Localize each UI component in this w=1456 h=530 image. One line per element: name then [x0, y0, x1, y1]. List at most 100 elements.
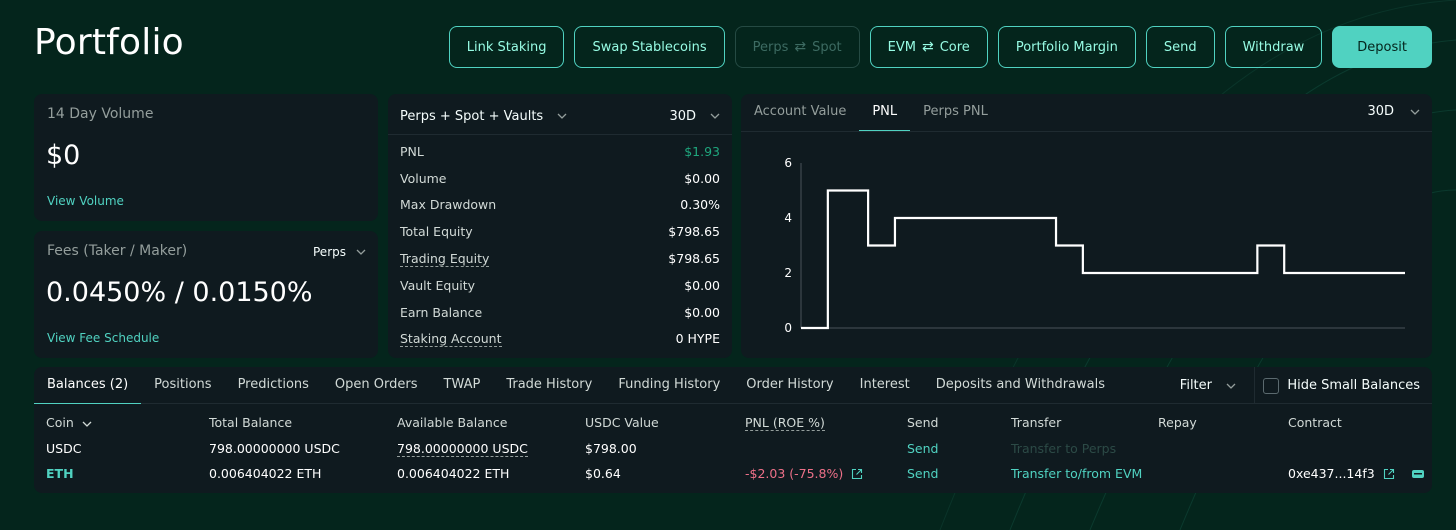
divider — [1254, 367, 1255, 404]
balances-panel: Balances (2) Positions Predictions Open … — [34, 367, 1432, 493]
summary-label: Earn Balance — [400, 304, 483, 320]
pnl-chart-card: Account Value PNL Perps PNL 30D 0 2 4 6 — [741, 94, 1432, 358]
tab-open-orders[interactable]: Open Orders — [334, 377, 418, 392]
summary-label: Volume — [400, 170, 447, 186]
tab-trade-history[interactable]: Trade History — [506, 377, 593, 392]
tab-predictions[interactable]: Predictions — [237, 377, 309, 392]
summary-rows: PNL $1.93 Volume $0.00 Max Drawdown 0.30% T… — [400, 138, 720, 352]
tab-perps-pnl[interactable]: Perps PNL — [923, 104, 988, 119]
wallet-icon[interactable] — [1411, 468, 1425, 480]
row-eth-send-link[interactable]: Send — [907, 466, 939, 481]
tab-pnl[interactable]: PNL — [859, 94, 911, 131]
scope-select[interactable]: Perps + Spot + Vaults — [400, 109, 567, 124]
page-title: Portfolio — [34, 22, 184, 63]
action-toolbar: Link Staking Swap Stablecoins Perps ⇄ Sp… — [448, 26, 1432, 68]
view-volume-link[interactable]: View Volume — [47, 194, 124, 208]
row-usdc-usdc-value: $798.00 — [585, 441, 637, 456]
row-usdc-transfer-link[interactable]: Transfer to Perps — [1011, 441, 1117, 456]
row-eth-pnl: -$2.03 (-75.8%) — [745, 466, 863, 481]
row-eth-usdc-value: $0.64 — [585, 466, 621, 481]
pnl-series-line — [801, 189, 1405, 330]
tab-interest[interactable]: Interest — [859, 377, 910, 392]
summary-label: Max Drawdown — [400, 197, 497, 213]
bottom-tabs-row: Balances (2) Positions Predictions Open … — [34, 367, 1432, 404]
fees-label: Fees (Taker / Maker) — [47, 243, 188, 259]
deposit-button[interactable]: Deposit — [1332, 26, 1432, 68]
column-header-available-balance[interactable]: Available Balance — [397, 415, 508, 430]
fees-market-select[interactable]: Perps — [313, 245, 366, 259]
row-eth-coin[interactable]: ETH — [46, 466, 74, 481]
core-label: Core — [939, 39, 970, 55]
perps-spot-toggle-button[interactable]: Perps ⇄ Spot — [734, 26, 860, 68]
external-link-icon[interactable] — [1383, 468, 1395, 480]
summary-value: $798.65 — [668, 224, 720, 240]
summary-label-tooltip[interactable]: Staking Account — [400, 330, 502, 347]
tab-twap[interactable]: TWAP — [443, 377, 481, 392]
tab-deposits-withdrawals[interactable]: Deposits and Withdrawals — [935, 377, 1105, 392]
send-button[interactable]: Send — [1145, 26, 1215, 68]
summary-row-max-drawdown: Max Drawdown 0.30% — [400, 192, 720, 219]
summary-row-staking-account: Staking Account 0 HYPE — [400, 326, 720, 353]
volume-value: $0 — [46, 140, 81, 171]
chevron-down-icon — [1410, 109, 1420, 115]
swap-stablecoins-button[interactable]: Swap Stablecoins — [574, 26, 725, 68]
external-link-icon[interactable] — [851, 468, 863, 480]
header-coin-label: Coin — [46, 415, 74, 430]
summary-value: 0.30% — [680, 197, 720, 213]
tab-order-history[interactable]: Order History — [746, 377, 834, 392]
row-eth-transfer-link[interactable]: Transfer to/from EVM — [1011, 466, 1143, 481]
chart-tabs: Account Value PNL Perps PNL — [741, 94, 1001, 131]
summary-value: 0 HYPE — [675, 331, 720, 347]
summary-label: Total Equity — [400, 224, 473, 240]
summary-range-value: 30D — [669, 108, 696, 124]
column-header-total-balance[interactable]: Total Balance — [209, 415, 293, 430]
chevron-down-icon — [356, 249, 366, 255]
fees-card: Fees (Taker / Maker) Perps 0.0450% / 0.0… — [34, 231, 378, 358]
y-tick-label: 2 — [784, 266, 792, 280]
chart-range-select[interactable]: 30D — [1367, 104, 1420, 119]
summary-label: Vault Equity — [400, 277, 476, 293]
link-staking-button[interactable]: Link Staking — [448, 26, 565, 68]
volume-card: 14 Day Volume $0 View Volume — [34, 94, 378, 221]
hide-small-balances-toggle[interactable]: Hide Small Balances — [1263, 367, 1420, 404]
row-usdc-send-link[interactable]: Send — [907, 441, 939, 456]
column-header-coin[interactable]: Coin — [46, 415, 92, 430]
column-header-usdc-value[interactable]: USDC Value — [585, 415, 659, 430]
hide-small-balances-checkbox[interactable] — [1263, 377, 1280, 394]
fees-value: 0.0450% / 0.0150% — [46, 277, 313, 308]
summary-label: PNL — [400, 143, 424, 159]
row-eth-contract: 0xe437...14f3 — [1288, 466, 1425, 481]
chart-range-value: 30D — [1367, 104, 1394, 119]
column-header-repay: Repay — [1158, 415, 1197, 430]
column-header-transfer: Transfer — [1011, 415, 1062, 430]
column-header-contract: Contract — [1288, 415, 1342, 430]
row-eth-pnl-value: -$2.03 (-75.8%) — [745, 466, 844, 481]
perps-label: Perps — [752, 39, 789, 55]
column-header-send: Send — [907, 415, 939, 430]
hide-small-balances-label: Hide Small Balances — [1287, 378, 1420, 393]
swap-arrows-icon: ⇄ — [794, 39, 807, 55]
summary-label-tooltip[interactable]: Trading Equity — [400, 250, 490, 267]
view-fee-schedule-link[interactable]: View Fee Schedule — [47, 331, 160, 345]
tab-funding-history[interactable]: Funding History — [618, 377, 721, 392]
summary-range-select[interactable]: 30D — [669, 109, 720, 124]
summary-value: $0.00 — [684, 170, 720, 186]
withdraw-button[interactable]: Withdraw — [1224, 26, 1323, 68]
evm-core-toggle-button[interactable]: EVM ⇄ Core — [869, 26, 988, 68]
chevron-down-icon — [557, 113, 567, 119]
filter-label: Filter — [1179, 378, 1212, 393]
row-usdc-available-balance[interactable]: 798.00000000 USDC — [397, 441, 528, 457]
summary-row-total-equity: Total Equity $798.65 — [400, 218, 720, 245]
summary-value: $798.65 — [668, 251, 720, 267]
fees-market-value: Perps — [313, 245, 346, 259]
filter-select[interactable]: Filter — [1180, 367, 1236, 404]
row-eth-total-balance: 0.006404022 ETH — [209, 466, 322, 481]
summary-row-vault-equity: Vault Equity $0.00 — [400, 272, 720, 299]
chevron-down-icon — [82, 421, 92, 427]
tab-positions[interactable]: Positions — [154, 377, 212, 392]
tab-account-value[interactable]: Account Value — [754, 104, 847, 119]
tab-balances[interactable]: Balances (2) — [34, 367, 142, 404]
y-tick-label: 0 — [784, 321, 792, 335]
portfolio-margin-button[interactable]: Portfolio Margin — [997, 26, 1136, 68]
column-header-pnl[interactable]: PNL (ROE %) — [745, 415, 825, 431]
